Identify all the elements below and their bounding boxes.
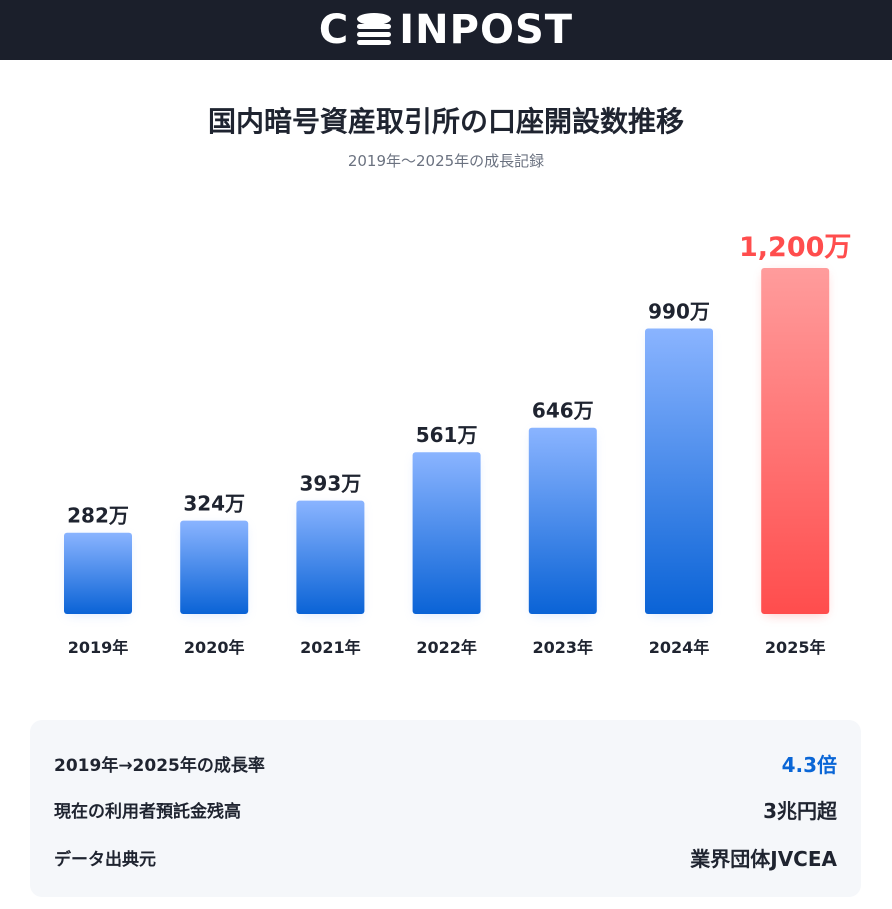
coinpost-logo[interactable]: C INPOST [319, 7, 573, 53]
coin-stack-icon [357, 13, 392, 45]
x-tick-label: 2021年 [300, 638, 361, 657]
x-tick-label: 2022年 [416, 638, 477, 657]
bar-value-label: 646万 [532, 399, 594, 423]
growth-rate-value: 4.3倍 [781, 752, 837, 777]
x-tick-label: 2019年 [68, 638, 129, 657]
deposit-balance-value: 3兆円超 [763, 798, 837, 823]
bar-2 [296, 500, 365, 614]
bar-chart: 282万 2019年 324万 2020年 393万 2021年 561万 2022年 646万… [64, 232, 851, 657]
growth-rate-label: 2019年→2025年の成長率 [54, 755, 265, 776]
summary-row-growth: 2019年→2025年の成長率 4.3倍 [54, 743, 837, 783]
summary-row-source: データ出典元 業界団体JVCEA [54, 837, 837, 877]
chart-subtitle: 2019年〜2025年の成長記録 [347, 152, 545, 170]
logo-text-right: INPOST [399, 7, 574, 53]
bar-1 [180, 520, 249, 614]
chart-title: 国内暗号資産取引所の口座開設数推移 [207, 105, 684, 138]
bar-5 [645, 328, 713, 614]
bar-4 [528, 427, 597, 614]
data-source-label: データ出典元 [54, 849, 156, 870]
data-source-value: 業界団体JVCEA [690, 846, 837, 871]
x-tick-label: 2023年 [533, 638, 594, 657]
x-tick-label: 2020年 [184, 638, 245, 657]
logo-text-left: C [318, 7, 350, 53]
deposit-balance-label: 現在の利用者預託金残高 [54, 801, 241, 822]
bar-value-label: 990万 [648, 300, 710, 324]
bar-3 [412, 452, 481, 614]
bar-value-label: 393万 [300, 472, 362, 496]
bar-0 [64, 532, 132, 614]
site-header: C INPOST [0, 0, 892, 60]
bar-value-label: 1,200万 [739, 232, 851, 263]
x-tick-label: 2025年 [765, 638, 826, 657]
summary-panel: 2019年→2025年の成長率 4.3倍 現在の利用者預託金残高 3兆円超 デー… [30, 720, 861, 897]
x-tick-label: 2024年 [649, 638, 710, 657]
bar-value-label: 324万 [183, 492, 245, 516]
bar-6 [761, 268, 830, 614]
bar-value-label: 282万 [67, 504, 129, 528]
bar-value-label: 561万 [416, 423, 478, 447]
summary-row-deposits: 現在の利用者預託金残高 3兆円超 [54, 789, 837, 829]
